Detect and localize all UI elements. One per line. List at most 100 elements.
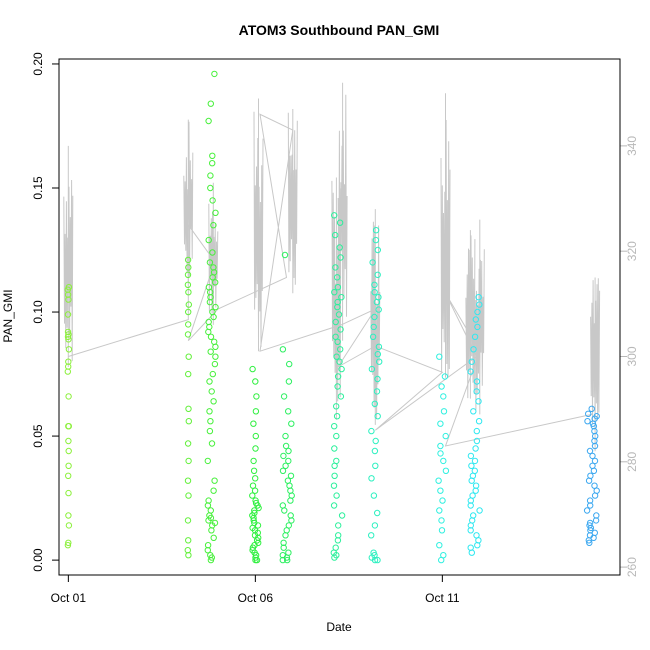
y-tick-label: 0.00	[31, 548, 45, 572]
data-point	[185, 353, 192, 360]
data-point	[585, 410, 592, 417]
data-point	[184, 440, 192, 447]
x-tick-label: Oct 01	[51, 591, 87, 605]
data-point	[284, 556, 291, 564]
data-point	[207, 348, 214, 355]
data-point	[373, 388, 381, 395]
data-point	[374, 375, 381, 383]
data-point	[440, 393, 447, 400]
data-point	[252, 497, 259, 504]
data-point	[333, 492, 340, 499]
data-point	[65, 489, 72, 497]
data-point	[335, 522, 342, 529]
data-point	[285, 549, 292, 556]
data-point	[333, 432, 340, 440]
data-point	[65, 539, 72, 546]
data-point	[334, 284, 342, 291]
data-point	[473, 378, 481, 385]
data-point	[476, 507, 483, 514]
secondary-spike	[287, 109, 298, 294]
secondary-spike	[63, 145, 74, 367]
data-point	[252, 475, 259, 482]
data-point	[205, 497, 212, 504]
data-point	[335, 532, 342, 539]
y2-tick-label: 280	[625, 451, 639, 471]
data-point	[212, 209, 219, 217]
data-point	[65, 423, 73, 430]
y-tick-label: 0.15	[31, 176, 45, 200]
data-point	[184, 271, 192, 278]
data-point	[436, 542, 443, 549]
data-point	[591, 457, 599, 465]
data-point	[442, 467, 450, 474]
data-point	[371, 400, 378, 407]
data-point	[185, 301, 193, 308]
data-point	[184, 331, 192, 338]
data-point	[469, 492, 476, 499]
data-point	[368, 475, 375, 482]
data-point	[331, 472, 338, 479]
data-point	[332, 318, 339, 326]
data-point	[586, 519, 594, 527]
data-point	[65, 512, 72, 519]
data-point	[282, 462, 289, 469]
secondary-line	[68, 113, 593, 447]
data-point	[476, 301, 483, 308]
data-point	[338, 512, 346, 519]
data-point	[333, 403, 340, 410]
data-point	[471, 457, 479, 465]
data-point	[249, 492, 256, 499]
data-point	[210, 264, 217, 271]
data-point	[210, 222, 217, 229]
data-point	[435, 477, 442, 484]
data-point	[185, 289, 192, 296]
data-point	[475, 418, 483, 425]
data-point	[210, 398, 217, 405]
data-point	[207, 418, 214, 425]
data-point	[208, 440, 216, 447]
data-point	[184, 256, 192, 264]
data-point	[334, 373, 342, 380]
data-point	[586, 539, 593, 546]
data-point	[371, 522, 379, 529]
data-point	[368, 365, 376, 373]
data-point	[285, 457, 292, 465]
secondary-spike	[440, 93, 451, 378]
y2-tick-label: 260	[625, 557, 639, 577]
data-point	[250, 467, 258, 474]
data-point	[206, 378, 213, 385]
data-point	[370, 492, 378, 499]
data-point	[280, 393, 288, 400]
data-point	[471, 333, 479, 340]
data-point	[65, 472, 72, 479]
data-point	[184, 281, 192, 288]
y2-tick-label: 300	[625, 346, 639, 366]
data-point	[281, 251, 289, 259]
data-point	[333, 457, 340, 465]
data-point	[207, 172, 214, 179]
data-point	[370, 323, 377, 331]
data-point	[370, 549, 377, 556]
data-point	[436, 353, 443, 360]
data-point	[185, 321, 192, 328]
data-point	[64, 311, 72, 318]
data-point	[64, 333, 72, 340]
data-point	[282, 432, 289, 440]
data-point	[65, 462, 72, 469]
data-point	[207, 552, 214, 559]
y2-tick-label: 320	[625, 241, 639, 261]
data-point	[333, 413, 341, 420]
data-point	[251, 509, 258, 517]
data-point	[285, 378, 293, 385]
data-point	[279, 552, 286, 559]
data-point	[470, 512, 477, 519]
data-point	[586, 497, 594, 504]
data-point	[331, 289, 338, 296]
data-point	[583, 507, 591, 514]
data-point	[437, 450, 444, 457]
data-point	[374, 556, 381, 564]
data-point	[374, 509, 381, 517]
data-point	[439, 497, 446, 504]
y-tick-label: 0.20	[31, 52, 45, 76]
data-point	[374, 246, 381, 254]
